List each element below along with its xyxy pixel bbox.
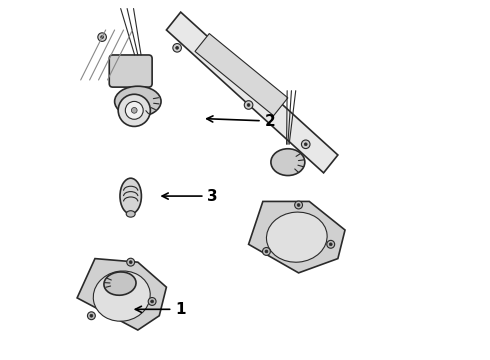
Circle shape	[151, 300, 153, 303]
Ellipse shape	[104, 272, 136, 295]
Polygon shape	[77, 258, 167, 330]
Circle shape	[301, 140, 310, 149]
Ellipse shape	[267, 212, 327, 262]
Text: 3: 3	[162, 189, 218, 203]
FancyBboxPatch shape	[109, 55, 152, 87]
Polygon shape	[248, 202, 345, 273]
Circle shape	[176, 46, 178, 49]
Ellipse shape	[126, 211, 135, 217]
Polygon shape	[167, 12, 338, 173]
Circle shape	[100, 36, 103, 39]
Circle shape	[125, 102, 143, 119]
Circle shape	[129, 261, 132, 264]
Circle shape	[118, 94, 150, 126]
Circle shape	[173, 44, 181, 52]
Ellipse shape	[120, 178, 142, 214]
Circle shape	[88, 312, 96, 320]
Polygon shape	[195, 33, 288, 116]
Circle shape	[327, 240, 335, 248]
Text: 2: 2	[207, 113, 275, 129]
Text: 1: 1	[135, 302, 186, 317]
Circle shape	[294, 201, 302, 209]
Circle shape	[263, 248, 270, 255]
Circle shape	[131, 108, 137, 113]
Ellipse shape	[271, 149, 305, 176]
Circle shape	[265, 250, 268, 253]
Circle shape	[304, 143, 307, 146]
Circle shape	[297, 203, 300, 206]
Ellipse shape	[93, 271, 150, 321]
Circle shape	[127, 258, 135, 266]
Ellipse shape	[115, 86, 161, 117]
Circle shape	[90, 314, 93, 317]
Circle shape	[148, 297, 156, 305]
Circle shape	[247, 104, 250, 107]
Circle shape	[98, 33, 106, 41]
Circle shape	[245, 101, 253, 109]
Circle shape	[329, 243, 332, 246]
